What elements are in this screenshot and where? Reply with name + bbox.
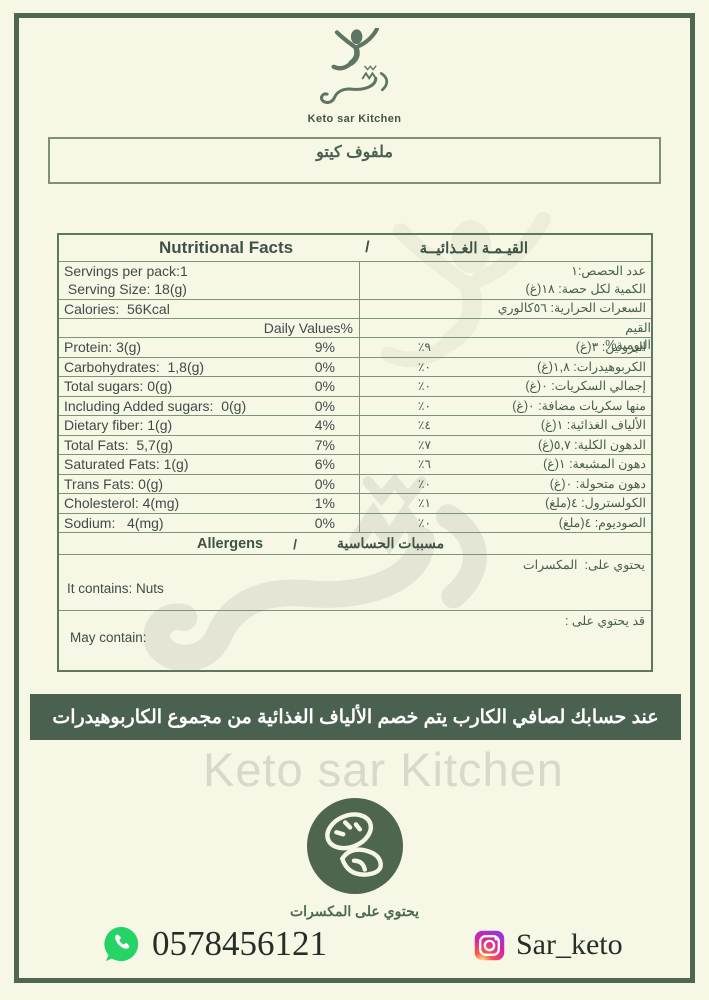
- net-carb-note-banner: عند حسابك لصافي الكارب يتم خصم الألياف ا…: [30, 694, 681, 740]
- calories-en: Calories: 56Kcal: [59, 300, 360, 318]
- nutrient-label-en: Dietary fiber: 1(g): [64, 417, 173, 434]
- nutrient-dv-ar: ٪٠: [418, 379, 431, 393]
- brand-name: Keto sar Kitchen: [307, 113, 402, 125]
- nutrient-label-en: Protein: 3(g): [64, 339, 142, 356]
- nuts-icon: [306, 797, 403, 895]
- nutrient-label-en: Total sugars: 0(g): [64, 378, 173, 395]
- nut-badge-caption: يحتوي على المكسرات: [289, 903, 420, 919]
- nutrient-label-ar: الكولسترول: ٤(ملغ): [545, 496, 646, 510]
- nutrient-label-ar: منها سكريات مضافة: ٠(غ): [512, 398, 646, 413]
- serving-size-ar: الكمية لكل حصة: ١٨(غ): [525, 282, 646, 296]
- nutrient-dv-en: 9%: [314, 339, 335, 356]
- nutrient-label-ar: الألياف الغذائية: ١(غ): [540, 418, 646, 432]
- nutrient-dv-en: 7%: [314, 436, 335, 453]
- table-title-en: Nutritional Facts: [159, 238, 294, 257]
- nutrient-dv-ar: ٪١: [418, 496, 431, 510]
- nutrient-dv-ar: ٪٦: [418, 457, 431, 471]
- nutrient-dv-en: 0%: [314, 358, 335, 375]
- instagram-contact: Sar_keto: [474, 928, 623, 962]
- nutrient-dv-en: 0%: [314, 514, 335, 531]
- serving-info-row: Servings per pack:1 Serving Size: 18(g) …: [59, 261, 651, 299]
- nutrient-row-trans-fats: Trans Fats: 0(g) 0% ٪٠ دهون متحولة: ٠(غ): [59, 473, 651, 493]
- table-title-separator: /: [365, 239, 370, 256]
- nutrient-label-ar: الكربوهيدرات: ١,٨(غ): [537, 359, 646, 374]
- may-contain-ar: قد يحتوي على :: [564, 614, 645, 628]
- nutrient-dv-ar: ٪٠: [418, 398, 431, 413]
- calories-ar: السعرات الحرارية: ٥٦كالوري: [497, 301, 646, 315]
- nutrient-label-ar: دهون المشبعة: ١(غ): [543, 457, 646, 471]
- daily-values-en: Daily Values%: [59, 319, 360, 337]
- nut-allergen-badge: يحتوي على المكسرات: [0, 797, 709, 920]
- nutrient-row-saturated-fats: Saturated Fats: 1(g) 6% ٪٦ دهون المشبعة: ١…: [59, 454, 651, 474]
- nutrition-table: Nutritional Facts / القيـمـة الغـذائيــة…: [57, 233, 653, 672]
- nutrient-dv-ar: ٪٠: [418, 476, 431, 491]
- servings-per-pack-en: Servings per pack:1: [64, 263, 188, 279]
- instagram-handle: Sar_keto: [516, 928, 623, 961]
- nutrient-row-protein: Protein: 3(g) 9% ٪٩ البروتين: ٣(غ): [59, 337, 651, 357]
- nutrient-dv-ar: ٪٧: [418, 437, 431, 452]
- nutrient-label-ar: البروتين: ٣(غ): [575, 340, 646, 354]
- nutrient-dv-ar: ٪٠: [418, 359, 431, 374]
- nutrient-row-added-sugars: Including Added sugars: 0(g) 0% ٪٠ منها سك…: [59, 395, 651, 415]
- nutrient-label-ar: إجمالي السكريات: ٠(غ): [525, 379, 646, 393]
- allergen-contains-row: يحتوي على: المكسرات It contains: Nuts: [59, 554, 651, 610]
- nutrient-dv-en: 1%: [314, 495, 335, 512]
- nutrient-label-en: Carbohydrates: 1,8(g): [64, 358, 205, 375]
- nutrient-dv-ar: ٪٤: [418, 418, 431, 432]
- table-title-ar: القيـمـة الغـذائيــة: [419, 240, 529, 257]
- instagram-icon: [474, 930, 505, 960]
- table-title-row: Nutritional Facts / القيـمـة الغـذائيــة: [59, 235, 651, 261]
- product-name-box: ملفوف كيتو: [48, 137, 661, 184]
- nutrient-dv-en: 0%: [314, 378, 335, 395]
- may-contain-en: May contain:: [70, 630, 147, 645]
- calligraphy-watermark: [143, 473, 487, 672]
- nutrient-label-en: Saturated Fats: 1(g): [64, 456, 189, 473]
- nutrient-row-total-sugars: Total sugars: 0(g) 0% ٪٠ إجمالي السكريات: …: [59, 376, 651, 396]
- nutrient-dv-en: 0%: [314, 397, 335, 414]
- nutrient-dv-en: 4%: [314, 417, 335, 434]
- nutrient-label-en: Sodium: 4(mg): [64, 514, 164, 531]
- nutrient-row-cholesterol: Cholesterol: 4(mg) 1% ٪١ الكولسترول: ٤(ملغ…: [59, 493, 651, 513]
- nutrient-dv-en: 0%: [314, 475, 335, 492]
- contact-row: 0578456121 Sar_keto: [0, 924, 709, 974]
- nutrient-label-en: Trans Fats: 0(g): [64, 475, 164, 492]
- nutrient-label-ar: دهون متحولة: ٠(غ): [549, 476, 646, 491]
- whatsapp-icon: [104, 926, 139, 962]
- nutrient-label-ar: الصوديوم: ٤(ملغ): [558, 515, 646, 530]
- nutrient-dv-en: 6%: [314, 456, 335, 473]
- brand-logo-icon: [319, 27, 388, 104]
- brand-header: Keto sar Kitchen: [0, 27, 709, 125]
- daily-values-header-row: Daily Values% القيم اليومية%: [59, 318, 651, 352]
- brand-watermark-text: Keto sar Kitchen: [203, 743, 564, 796]
- serving-size-en: Serving Size: 18(g): [64, 281, 187, 297]
- whatsapp-contact: 0578456121: [102, 924, 327, 964]
- nutrient-label-en: Including Added sugars: 0(g): [64, 397, 247, 414]
- nutrient-row-carbohydrates: Carbohydrates: 1,8(g) 0% ٪٠ الكربوهيدرات: …: [59, 356, 651, 376]
- allergens-title-en: Allergens: [197, 535, 264, 552]
- product-name: ملفوف كيتو: [316, 144, 393, 161]
- nutrient-label-en: Total Fats: 5,7(g): [64, 436, 173, 453]
- servings-per-pack-ar: عدد الحصص:١: [571, 264, 646, 278]
- contains-ar: يحتوي على: المكسرات: [522, 558, 645, 572]
- allergens-separator: /: [293, 535, 297, 552]
- net-carb-note-text: عند حسابك لصافي الكارب يتم خصم الألياف ا…: [52, 706, 659, 728]
- nutrient-row-sodium: Sodium: 4(mg) 0% ٪٠ الصوديوم: ٤(ملغ): [59, 512, 651, 532]
- contains-en: It contains: Nuts: [67, 581, 164, 596]
- nutrient-dv-ar: ٪٠: [418, 515, 431, 530]
- nutrient-row-dietary-fiber: Dietary fiber: 1(g) 4% ٪٤ الألياف الغذائية…: [59, 415, 651, 435]
- phone-number: 0578456121: [152, 924, 327, 963]
- allergens-title-ar: مسببات الحساسية: [336, 535, 445, 551]
- allergens-header-row: Allergens / مسببات الحساسية: [59, 532, 651, 554]
- nutrient-label-en: Cholesterol: 4(mg): [64, 495, 180, 512]
- nutrient-dv-ar: ٪٩: [418, 340, 431, 354]
- daily-values-ar: القيم اليومية%: [605, 321, 651, 352]
- allergen-may-contain-row: قد يحتوي على : May contain:: [59, 610, 651, 670]
- calories-row: Calories: 56Kcal السعرات الحرارية: ٥٦كال…: [59, 299, 651, 318]
- nutrient-row-total-fats: Total Fats: 5,7(g) 7% ٪٧ الدهون الكلية: ٥,…: [59, 434, 651, 454]
- nutrient-label-ar: الدهون الكلية: ٥,٧(غ): [538, 437, 646, 452]
